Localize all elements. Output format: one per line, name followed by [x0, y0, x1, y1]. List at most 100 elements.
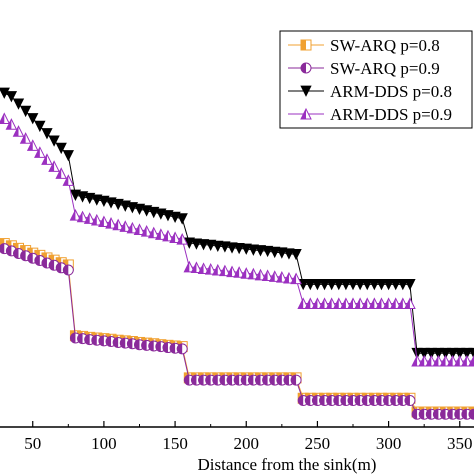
- data-point: [19, 132, 32, 144]
- data-point: [55, 167, 68, 179]
- data-point: [454, 347, 466, 360]
- data-point: [27, 113, 39, 125]
- data-point: [382, 278, 395, 291]
- data-point: [397, 297, 409, 310]
- data-point: [347, 278, 359, 291]
- data-point: [12, 125, 25, 137]
- x-tick-label: 300: [376, 434, 402, 453]
- data-point: [368, 278, 381, 291]
- data-point: [468, 408, 474, 420]
- data-point: [105, 217, 117, 229]
- data-point: [418, 347, 430, 360]
- data-point: [112, 218, 124, 231]
- data-point: [332, 297, 345, 310]
- data-point: [382, 297, 395, 310]
- legend-label: SW-ARQ p=0.8: [330, 36, 440, 55]
- data-point: [254, 268, 267, 281]
- data-point: [354, 278, 366, 291]
- data-point: [62, 264, 74, 276]
- data-point: [340, 278, 352, 291]
- data-point: [226, 265, 238, 278]
- data-point: [34, 146, 46, 158]
- data-point: [361, 278, 373, 291]
- data-point: [447, 347, 459, 360]
- data-point: [48, 135, 60, 147]
- axis-layer: 50 100 150 200 250 300 350: [0, 421, 474, 453]
- data-point: [326, 278, 338, 291]
- data-point: [368, 297, 381, 310]
- legend-marker: [300, 107, 312, 120]
- data-point: [283, 271, 295, 284]
- series-4: [0, 112, 474, 367]
- data-point: [375, 278, 388, 291]
- data-point: [354, 297, 366, 310]
- data-point: [333, 278, 345, 291]
- data-point: [233, 242, 245, 255]
- data-point: [197, 262, 210, 274]
- data-point: [276, 270, 288, 283]
- data-point: [318, 278, 331, 291]
- data-point: [26, 139, 39, 151]
- data-point: [48, 259, 60, 271]
- data-point: [48, 160, 60, 172]
- data-point: [83, 212, 96, 224]
- data-point: [169, 231, 181, 244]
- data-point: [318, 297, 331, 310]
- data-point: [69, 209, 82, 221]
- series-3: [0, 87, 474, 360]
- data-point: [411, 354, 423, 367]
- data-point: [41, 128, 53, 140]
- data-point: [432, 354, 445, 367]
- legend-entry: ARM-DDS p=0.9: [288, 105, 452, 124]
- data-point: [226, 242, 238, 254]
- data-point: [468, 347, 474, 360]
- data-point: [347, 297, 359, 310]
- data-point: [446, 354, 459, 367]
- data-point: [453, 354, 466, 367]
- legend-label: ARM-DDS p=0.9: [330, 105, 452, 124]
- data-point: [268, 270, 281, 282]
- x-tick-label: 50: [24, 434, 41, 453]
- data-point: [90, 213, 103, 226]
- legend-label: ARM-DDS p=0.8: [330, 82, 452, 101]
- data-point: [5, 118, 18, 130]
- x-tick-label: 150: [162, 434, 188, 453]
- data-point: [176, 343, 188, 355]
- legend-marker: [300, 85, 312, 97]
- data-point: [233, 266, 245, 278]
- data-point: [5, 91, 18, 103]
- data-point: [425, 354, 438, 367]
- data-point: [247, 244, 260, 256]
- legend-entry: SW-ARQ p=0.9: [288, 59, 440, 78]
- x-axis-label: Distance from the sink(m): [198, 455, 377, 474]
- legend: SW-ARQ p=0.8 SW-ARQ p=0.9 ARM-DDS p=0.8 ARM…: [279, 30, 473, 129]
- data-point: [311, 297, 324, 310]
- x-tick-label: 250: [305, 434, 331, 453]
- data-point: [340, 297, 352, 310]
- legend-label: SW-ARQ p=0.9: [330, 59, 440, 78]
- data-point: [397, 278, 409, 291]
- data-point: [411, 347, 423, 360]
- data-point: [19, 105, 32, 118]
- data-point: [219, 264, 231, 277]
- data-point: [254, 245, 267, 257]
- data-point: [247, 267, 260, 280]
- legend-entry: ARM-DDS p=0.8: [288, 82, 452, 101]
- data-point: [418, 354, 430, 367]
- data-point: [62, 150, 74, 162]
- data-point: [461, 354, 473, 367]
- data-point: [76, 210, 89, 223]
- data-point: [432, 347, 445, 360]
- x-tick-label: 200: [234, 434, 260, 453]
- data-point: [283, 248, 295, 260]
- legend-box: [279, 30, 473, 129]
- data-point: [461, 347, 473, 360]
- data-point: [190, 238, 203, 250]
- legend-entry: SW-ARQ p=0.8: [288, 36, 440, 55]
- data-point: [304, 278, 316, 291]
- data-point: [269, 246, 281, 259]
- data-point: [290, 249, 302, 261]
- data-point: [240, 267, 253, 279]
- data-point: [190, 261, 203, 273]
